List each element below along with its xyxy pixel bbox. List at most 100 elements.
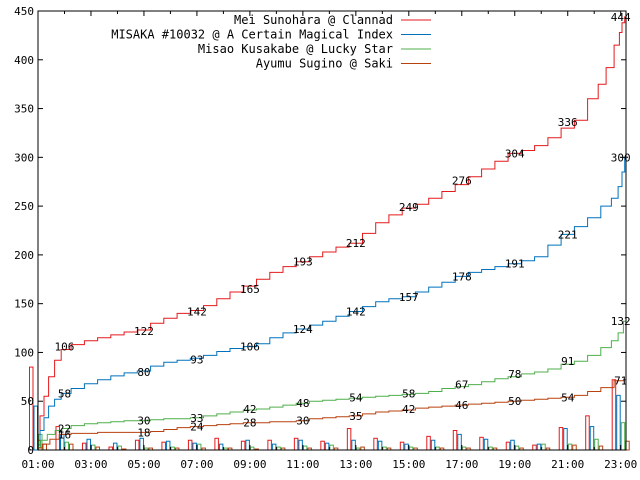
series-line-3 (38, 379, 626, 449)
data-label: 191 (505, 258, 525, 271)
hourly-bar (329, 444, 334, 451)
data-label: 91 (561, 355, 574, 368)
hourly-bar (90, 444, 96, 451)
hourly-bar (134, 439, 140, 451)
hourly-bar (187, 439, 193, 451)
hourly-bar (324, 442, 330, 451)
data-label: 42 (402, 403, 415, 416)
hourly-bar (536, 443, 542, 451)
data-label: 165 (240, 283, 260, 296)
legend-label: Misao Kusakabe @ Lucky Star (198, 42, 393, 56)
hourly-bar (373, 437, 378, 451)
hourly-bar (558, 427, 564, 451)
hourly-bar (377, 440, 383, 451)
hourly-bar (320, 440, 325, 451)
hourly-bar (563, 428, 568, 451)
x-tick-label: 23:00 (604, 458, 637, 471)
hourly-bar (483, 438, 489, 451)
data-label: 157 (399, 291, 419, 304)
hourly-bar (598, 445, 604, 451)
data-label: 24 (190, 421, 204, 434)
data-label: 48 (296, 397, 309, 410)
hourly-bar (404, 443, 409, 451)
data-label: 276 (452, 175, 472, 188)
hourly-bar (298, 439, 303, 451)
legend-label: Ayumu Sugino @ Saki (256, 57, 393, 71)
hourly-bar (245, 439, 250, 451)
data-label: 142 (346, 305, 366, 318)
data-label: 16 (58, 428, 71, 441)
hourly-bar (68, 443, 74, 451)
hourly-bar (620, 422, 626, 451)
hourly-bar (346, 428, 352, 451)
axes: 0 50 100 150 200 250 300 350 400 450 01:00 03:00 05:… (14, 5, 637, 471)
data-label: 132 (611, 315, 631, 328)
hourly-bar (196, 443, 202, 451)
hourly-bar (33, 405, 38, 451)
y-tick-label: 350 (14, 103, 34, 116)
data-label: 221 (558, 228, 578, 241)
y-tick-label: 250 (14, 200, 34, 213)
x-tick-label: 17:00 (445, 458, 478, 471)
y-tick-label: 300 (14, 151, 34, 164)
hourly-bar (161, 441, 166, 451)
data-label: 58 (402, 387, 415, 400)
data-label: 18 (137, 426, 150, 439)
hourly-bar (505, 441, 511, 451)
data-label: 46 (455, 399, 468, 412)
data-label: 193 (293, 256, 313, 269)
data-label: 58 (58, 387, 71, 400)
x-tick-label: 11:00 (286, 458, 319, 471)
data-label: 33 (190, 412, 203, 425)
y-tick-label: 50 (21, 395, 34, 408)
hourly-bar (616, 394, 621, 451)
hourly-bar (572, 444, 577, 451)
hourly-bar (567, 443, 573, 451)
data-label: 30 (296, 415, 309, 428)
data-label: 336 (558, 116, 578, 129)
y-tick-label: 450 (14, 5, 34, 18)
y-tick-label: 0 (27, 444, 34, 457)
data-label: 30 (137, 415, 150, 428)
y-tick-label: 400 (14, 54, 34, 67)
hourly-bar (585, 415, 590, 451)
data-label: 22 (58, 423, 71, 436)
hourly-bar (302, 445, 308, 451)
hourly-bar (293, 437, 299, 451)
series-line-2 (38, 320, 626, 448)
data-label: 50 (508, 395, 521, 408)
data-label: 300 (611, 151, 631, 164)
data-labels: 1061221421651932122492763043364445880931… (55, 11, 631, 442)
hourly-bar (514, 445, 520, 451)
hourly-bar (139, 437, 144, 451)
data-label: 28 (243, 417, 256, 430)
hourly-bar (510, 439, 515, 451)
hourly-bar (267, 439, 272, 451)
hourly-bar (81, 442, 87, 451)
x-tick-label: 01:00 (21, 458, 54, 471)
data-label: 106 (55, 341, 75, 354)
data-label: 212 (346, 237, 366, 250)
hourly-bar (479, 436, 484, 451)
hourly-bar (29, 366, 34, 451)
data-label: 124 (293, 323, 313, 336)
plot-frame (37, 10, 627, 451)
hourly-bar (541, 443, 546, 451)
data-label: 42 (243, 403, 256, 416)
hourly-bar (214, 437, 219, 451)
hourly-bar (594, 438, 599, 451)
data-label: 71 (614, 375, 627, 388)
data-label: 54 (561, 391, 575, 404)
x-tick-label: 07:00 (180, 458, 213, 471)
hourly-bar (165, 440, 171, 451)
data-label: 122 (134, 325, 154, 338)
hourly-bar (112, 442, 118, 451)
hourly-bar (351, 439, 356, 451)
hourly-bar (426, 435, 431, 451)
hourly-bar (430, 439, 436, 451)
hourly-bar (240, 440, 246, 451)
hourly-bar (192, 442, 197, 451)
data-label: 67 (455, 379, 468, 392)
